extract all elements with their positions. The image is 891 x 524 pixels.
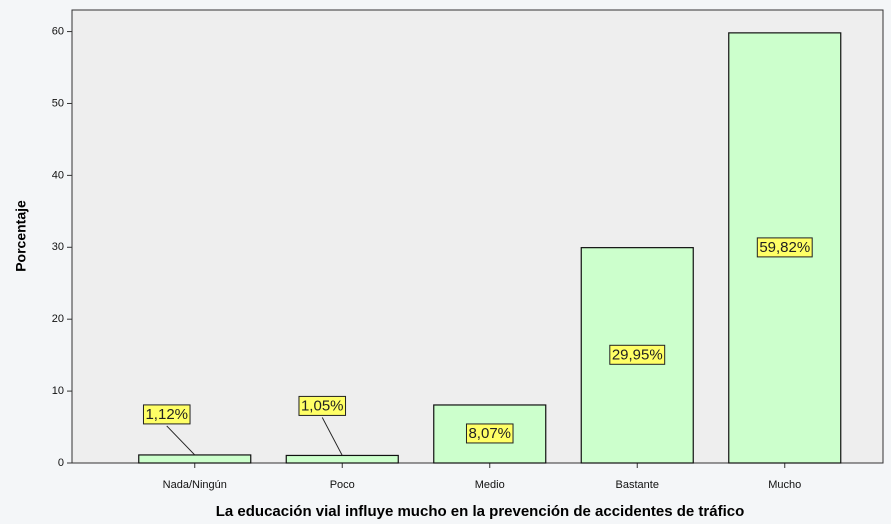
y-tick-label: 60 bbox=[52, 25, 64, 37]
value-label-box bbox=[609, 344, 666, 365]
value-label: 59,82% bbox=[759, 239, 810, 256]
x-tick-label: Medio bbox=[475, 479, 505, 491]
value-label-box bbox=[756, 237, 813, 258]
y-tick-label: 30 bbox=[52, 241, 64, 253]
value-label: 1,05% bbox=[301, 397, 344, 414]
y-axis-label: Porcentaje bbox=[13, 200, 29, 272]
x-tick-label: Mucho bbox=[768, 479, 801, 491]
value-label-box bbox=[298, 395, 347, 416]
y-tick-label: 40 bbox=[52, 169, 64, 181]
leader-line bbox=[321, 417, 343, 456]
bar bbox=[285, 454, 399, 464]
y-tick-label: 0 bbox=[58, 457, 64, 469]
value-label: 8,07% bbox=[468, 425, 511, 442]
value-label: 29,95% bbox=[612, 346, 663, 363]
x-axis-label: La educación vial influye mucho en la pr… bbox=[216, 503, 745, 520]
x-tick-label: Nada/Ningún bbox=[163, 479, 227, 491]
y-tick-label: 20 bbox=[52, 313, 64, 325]
y-tick-label: 50 bbox=[52, 97, 64, 109]
value-label-box bbox=[142, 404, 191, 425]
bar bbox=[138, 454, 252, 464]
leader-line bbox=[166, 425, 196, 456]
x-tick-label: Bastante bbox=[616, 479, 659, 491]
value-label: 1,12% bbox=[145, 406, 188, 423]
value-label-box bbox=[465, 423, 514, 444]
x-tick-label: Poco bbox=[330, 479, 355, 491]
y-tick-label: 10 bbox=[52, 385, 64, 397]
